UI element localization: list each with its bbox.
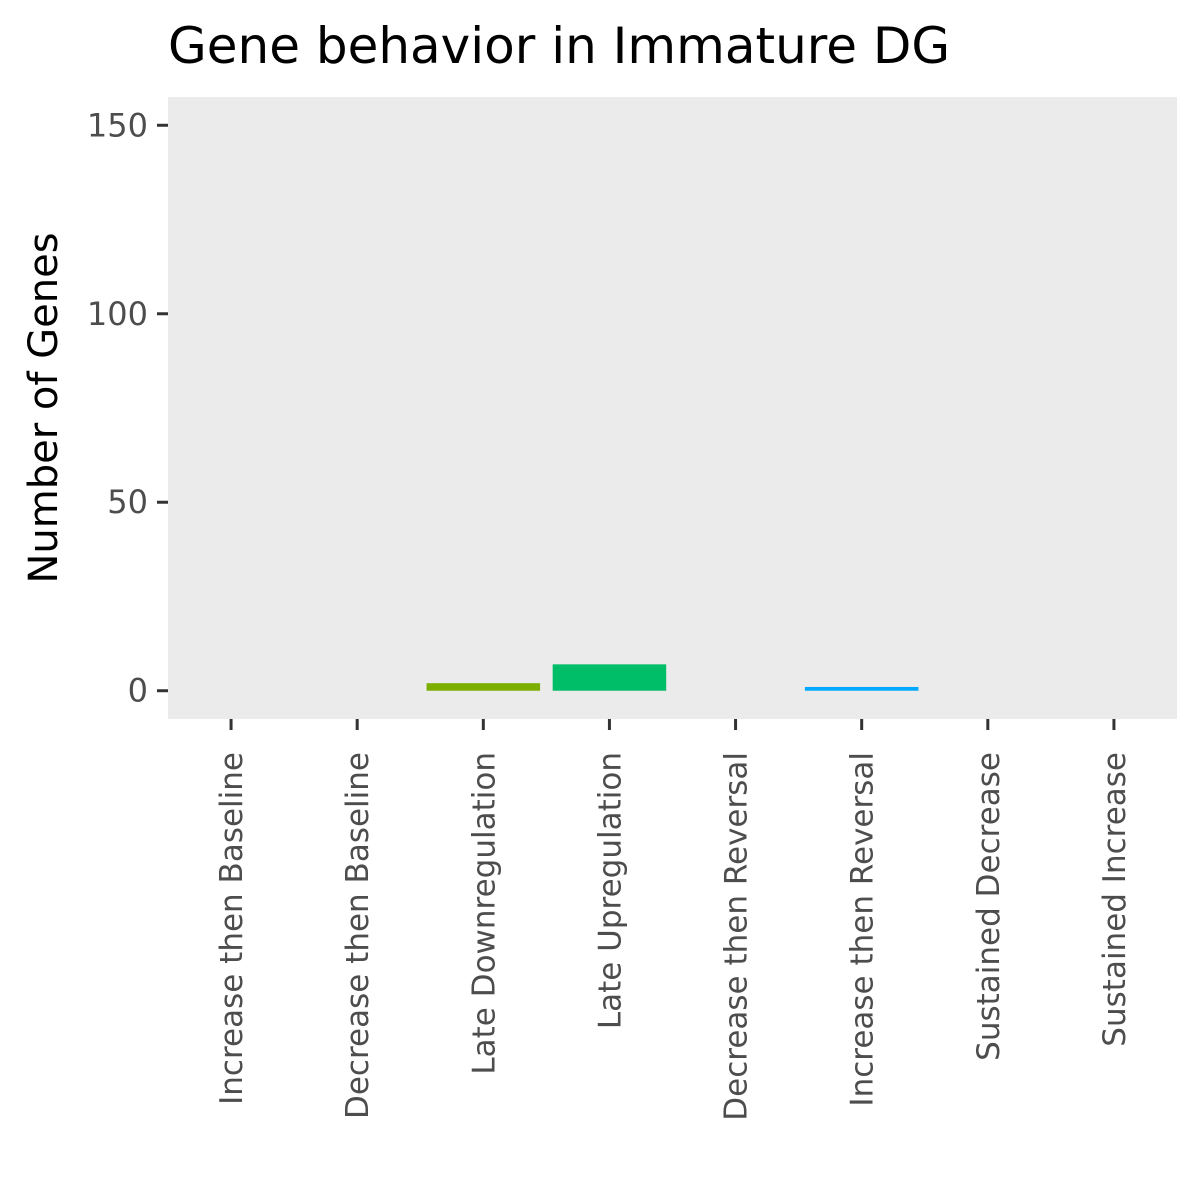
plot-panel (168, 97, 1177, 719)
y-axis-title: Number of Genes (21, 232, 67, 583)
x-tick-label-decrease-then-reversal: Decrease then Reversal (719, 752, 755, 1121)
y-tick-label: 50 (107, 483, 148, 521)
y-tick-label: 150 (87, 106, 148, 144)
x-tick-label-late-upregulation: Late Upregulation (592, 752, 628, 1029)
x-tick-label-decrease-then-baseline: Decrease then Baseline (340, 752, 376, 1119)
bars-group (426, 664, 919, 691)
y-tick-label: 0 (128, 672, 148, 710)
x-tick-label-sustained-decrease: Sustained Decrease (971, 752, 1007, 1061)
bar-late-upregulation (552, 664, 667, 691)
x-tick-label-sustained-increase: Sustained Increase (1097, 752, 1133, 1047)
x-tick-label-late-downregulation: Late Downregulation (466, 752, 502, 1075)
x-tick-label-increase-then-baseline: Increase then Baseline (214, 752, 250, 1105)
x-tick-label-increase-then-reversal: Increase then Reversal (845, 752, 881, 1107)
chart-title: Gene behavior in Immature DG (168, 17, 950, 75)
bar-late-downregulation (426, 683, 541, 691)
y-axis: 0 50 100 150 (87, 106, 168, 710)
bar-increase-then-reversal (804, 686, 919, 691)
y-tick-label: 100 (87, 295, 148, 333)
x-axis: Increase then Baseline Decrease then Base… (214, 719, 1133, 1121)
